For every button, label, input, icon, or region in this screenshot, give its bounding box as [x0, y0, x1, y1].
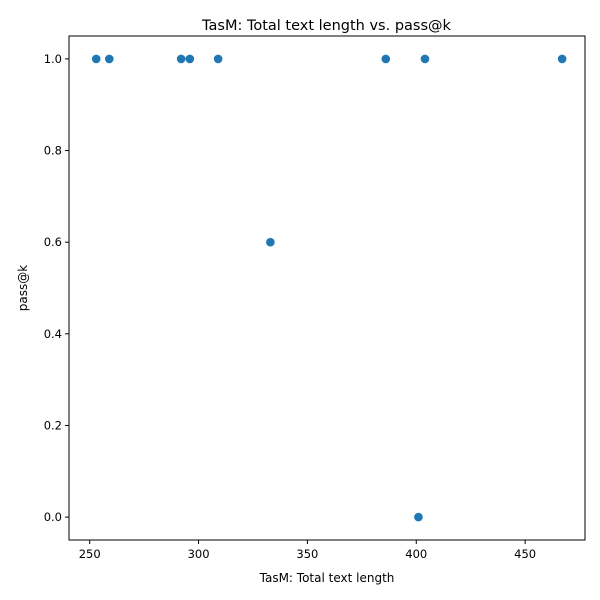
data-point	[213, 54, 223, 64]
y-tick-label: 0.2	[44, 418, 62, 432]
data-point	[266, 237, 275, 247]
y-axis: 0.0 0.2 0.4 0.6 0.8 1.0	[44, 52, 69, 524]
x-axis-label: TasM: Total text length	[259, 571, 395, 585]
y-tick-label: 0.8	[44, 144, 62, 158]
y-tick-label: 1.0	[44, 52, 62, 66]
data-point	[381, 54, 391, 64]
axes-frame	[68, 35, 586, 541]
data-point	[176, 54, 186, 64]
x-tick-label: 400	[405, 547, 427, 561]
chart-title: TasM: Total text length vs. pass@k	[201, 18, 451, 34]
x-tick-label: 450	[514, 547, 536, 561]
data-point	[557, 54, 567, 64]
y-axis-label: pass@k	[16, 265, 30, 311]
x-tick-label: 250	[79, 547, 101, 561]
x-tick-label: 300	[188, 547, 210, 561]
y-tick-label: 0.4	[44, 327, 62, 341]
y-tick-label: 0.0	[44, 510, 62, 524]
plot-area	[91, 54, 567, 522]
data-point	[104, 54, 114, 64]
y-tick-label: 0.6	[44, 235, 62, 249]
data-point	[414, 512, 423, 522]
x-axis: 250 300 350 400 450	[79, 540, 536, 561]
x-tick-label: 350	[296, 547, 318, 561]
data-point	[420, 54, 430, 64]
data-point	[91, 54, 101, 64]
data-point	[185, 54, 195, 64]
